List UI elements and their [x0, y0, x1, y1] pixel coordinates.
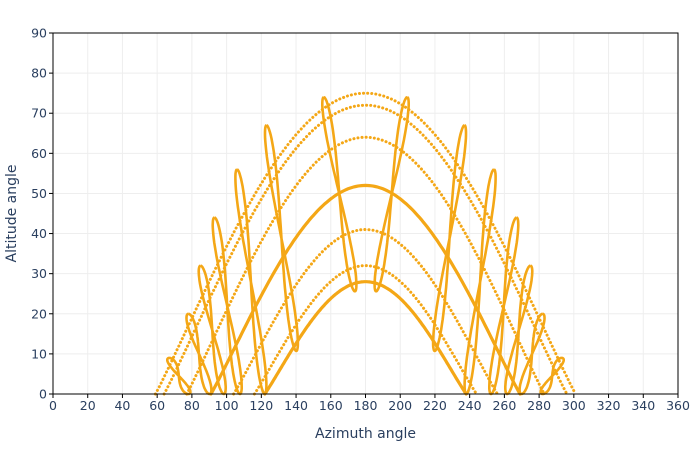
daily-sun-path [232, 227, 499, 396]
x-tick-label: 40 [114, 398, 130, 413]
x-tick-label: 120 [249, 398, 273, 413]
x-tick-label: 360 [666, 398, 690, 413]
analemma-curve [431, 124, 468, 353]
analemma-curve [263, 124, 300, 353]
x-tick-label: 300 [562, 398, 586, 413]
x-tick-label: 260 [492, 398, 516, 413]
analemma-curve [373, 95, 410, 293]
grid [53, 33, 678, 394]
y-tick-label: 40 [31, 226, 47, 241]
y-tick-label: 30 [31, 266, 47, 281]
y-tick-label: 20 [31, 306, 47, 321]
y-tick-label: 70 [31, 106, 47, 121]
y-tick-label: 0 [39, 387, 47, 402]
x-tick-label: 80 [184, 398, 200, 413]
x-tick-label: 20 [80, 398, 96, 413]
x-tick-label: 220 [423, 398, 447, 413]
x-tick-label: 340 [631, 398, 655, 413]
x-tick-label: 160 [319, 398, 343, 413]
daily-sun-path [185, 135, 546, 396]
x-tick-label: 0 [49, 398, 57, 413]
x-tick-label: 140 [284, 398, 308, 413]
y-tick-label: 60 [31, 146, 47, 161]
y-tick-label: 50 [31, 186, 47, 201]
y-tick-label: 80 [31, 66, 47, 81]
daily-sun-path [153, 91, 578, 396]
x-tick-label: 200 [388, 398, 412, 413]
daily-sun-path [209, 183, 522, 396]
x-tick-label: 240 [458, 398, 482, 413]
y-tick-label: 10 [31, 346, 47, 361]
x-tick-label: 320 [597, 398, 621, 413]
daily-sun-path [162, 103, 569, 396]
y-axis-title: Altitude angle [4, 165, 20, 263]
x-axis-title: Azimuth angle [315, 426, 416, 442]
x-tick-label: 60 [149, 398, 165, 413]
x-axis-ticks: 0 20 40 60 80 100 120 140 160 180 200 220 240 260 280 3… [49, 394, 690, 413]
analemma-curve [321, 95, 358, 293]
x-tick-label: 100 [215, 398, 239, 413]
x-tick-label: 180 [354, 398, 378, 413]
y-axis-ticks: 0 10 20 30 40 50 60 70 80 90 [31, 26, 53, 402]
y-tick-label: 90 [31, 26, 47, 41]
x-tick-label: 280 [527, 398, 551, 413]
